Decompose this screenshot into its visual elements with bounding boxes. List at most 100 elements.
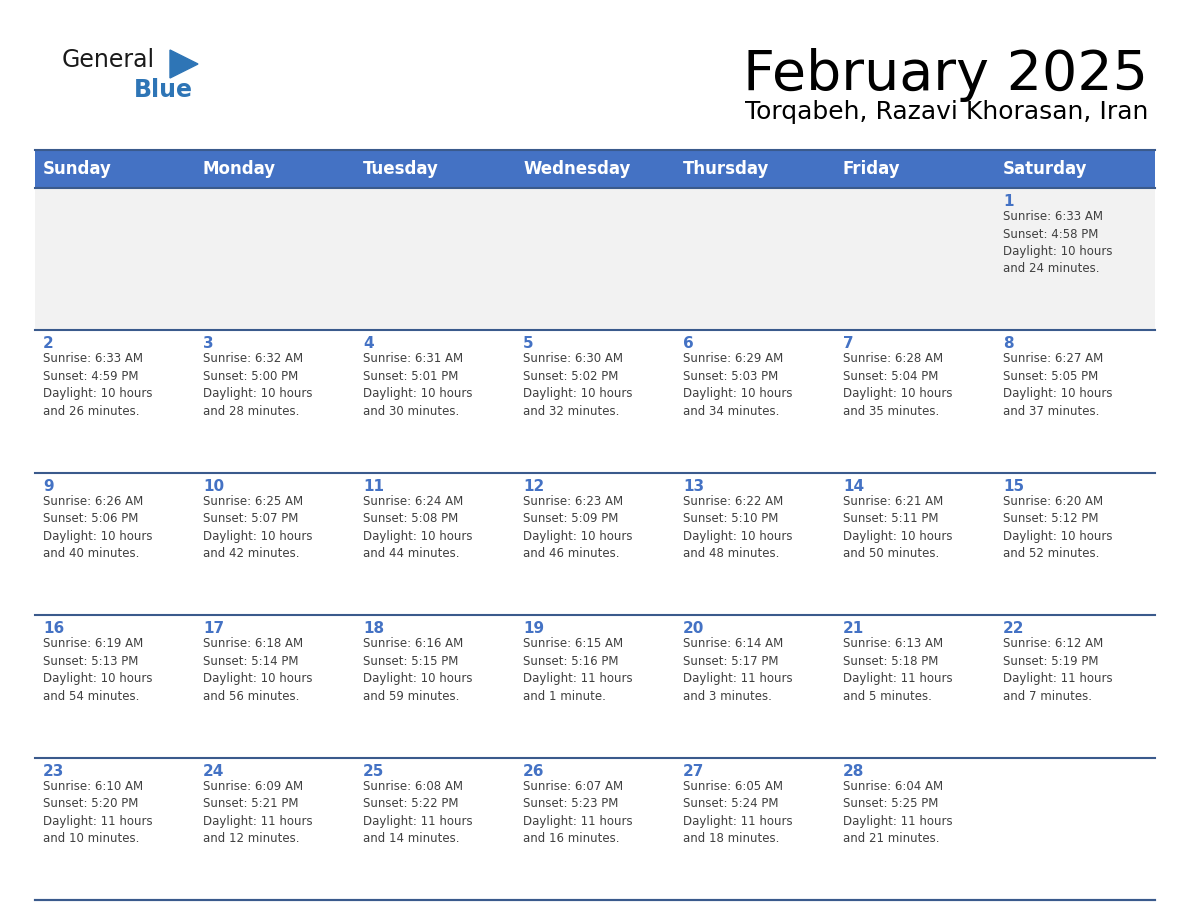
Text: 4: 4 xyxy=(364,336,373,352)
Text: 17: 17 xyxy=(203,621,225,636)
Text: 21: 21 xyxy=(843,621,864,636)
Text: Sunrise: 6:26 AM
Sunset: 5:06 PM
Daylight: 10 hours
and 40 minutes.: Sunrise: 6:26 AM Sunset: 5:06 PM Dayligh… xyxy=(43,495,152,560)
Text: Sunrise: 6:24 AM
Sunset: 5:08 PM
Daylight: 10 hours
and 44 minutes.: Sunrise: 6:24 AM Sunset: 5:08 PM Dayligh… xyxy=(364,495,473,560)
Text: 1: 1 xyxy=(1003,194,1013,209)
Text: 26: 26 xyxy=(523,764,544,778)
Text: Saturday: Saturday xyxy=(1003,160,1087,178)
Bar xyxy=(355,473,516,615)
Bar xyxy=(996,473,1155,615)
Bar xyxy=(516,757,675,900)
Bar xyxy=(195,615,355,757)
Text: Sunrise: 6:09 AM
Sunset: 5:21 PM
Daylight: 11 hours
and 12 minutes.: Sunrise: 6:09 AM Sunset: 5:21 PM Dayligh… xyxy=(203,779,312,845)
Text: 22: 22 xyxy=(1003,621,1024,636)
Bar xyxy=(675,757,835,900)
Bar xyxy=(34,150,1155,188)
Bar xyxy=(835,473,996,615)
Bar xyxy=(675,188,835,330)
Text: 8: 8 xyxy=(1003,336,1013,352)
Bar xyxy=(34,473,195,615)
Text: 9: 9 xyxy=(43,479,53,494)
Text: Sunday: Sunday xyxy=(43,160,112,178)
Text: February 2025: February 2025 xyxy=(742,48,1148,102)
Text: 12: 12 xyxy=(523,479,544,494)
Bar xyxy=(355,615,516,757)
Bar xyxy=(195,188,355,330)
Text: 11: 11 xyxy=(364,479,384,494)
Text: 3: 3 xyxy=(203,336,214,352)
Text: General: General xyxy=(62,48,156,72)
Text: Sunrise: 6:21 AM
Sunset: 5:11 PM
Daylight: 10 hours
and 50 minutes.: Sunrise: 6:21 AM Sunset: 5:11 PM Dayligh… xyxy=(843,495,953,560)
Bar xyxy=(675,330,835,473)
Text: 25: 25 xyxy=(364,764,385,778)
Text: Sunrise: 6:25 AM
Sunset: 5:07 PM
Daylight: 10 hours
and 42 minutes.: Sunrise: 6:25 AM Sunset: 5:07 PM Dayligh… xyxy=(203,495,312,560)
Text: 24: 24 xyxy=(203,764,225,778)
Text: Sunrise: 6:04 AM
Sunset: 5:25 PM
Daylight: 11 hours
and 21 minutes.: Sunrise: 6:04 AM Sunset: 5:25 PM Dayligh… xyxy=(843,779,953,845)
Bar xyxy=(195,473,355,615)
Text: Sunrise: 6:27 AM
Sunset: 5:05 PM
Daylight: 10 hours
and 37 minutes.: Sunrise: 6:27 AM Sunset: 5:05 PM Dayligh… xyxy=(1003,353,1112,418)
Text: Sunrise: 6:28 AM
Sunset: 5:04 PM
Daylight: 10 hours
and 35 minutes.: Sunrise: 6:28 AM Sunset: 5:04 PM Dayligh… xyxy=(843,353,953,418)
Text: Sunrise: 6:08 AM
Sunset: 5:22 PM
Daylight: 11 hours
and 14 minutes.: Sunrise: 6:08 AM Sunset: 5:22 PM Dayligh… xyxy=(364,779,473,845)
Bar xyxy=(675,615,835,757)
Text: Sunrise: 6:14 AM
Sunset: 5:17 PM
Daylight: 11 hours
and 3 minutes.: Sunrise: 6:14 AM Sunset: 5:17 PM Dayligh… xyxy=(683,637,792,702)
Text: Sunrise: 6:30 AM
Sunset: 5:02 PM
Daylight: 10 hours
and 32 minutes.: Sunrise: 6:30 AM Sunset: 5:02 PM Dayligh… xyxy=(523,353,632,418)
Text: 16: 16 xyxy=(43,621,64,636)
Text: Sunrise: 6:12 AM
Sunset: 5:19 PM
Daylight: 11 hours
and 7 minutes.: Sunrise: 6:12 AM Sunset: 5:19 PM Dayligh… xyxy=(1003,637,1113,702)
Bar xyxy=(996,330,1155,473)
Text: Sunrise: 6:19 AM
Sunset: 5:13 PM
Daylight: 10 hours
and 54 minutes.: Sunrise: 6:19 AM Sunset: 5:13 PM Dayligh… xyxy=(43,637,152,702)
Bar xyxy=(355,188,516,330)
Bar xyxy=(996,615,1155,757)
Text: 7: 7 xyxy=(843,336,854,352)
Text: 10: 10 xyxy=(203,479,225,494)
Text: Sunrise: 6:33 AM
Sunset: 4:59 PM
Daylight: 10 hours
and 26 minutes.: Sunrise: 6:33 AM Sunset: 4:59 PM Dayligh… xyxy=(43,353,152,418)
Bar xyxy=(516,615,675,757)
Text: Friday: Friday xyxy=(843,160,901,178)
Bar xyxy=(996,188,1155,330)
Bar xyxy=(835,615,996,757)
Bar xyxy=(34,615,195,757)
Bar xyxy=(34,330,195,473)
Bar xyxy=(195,330,355,473)
Text: 2: 2 xyxy=(43,336,53,352)
Bar xyxy=(516,188,675,330)
Text: 13: 13 xyxy=(683,479,704,494)
Bar xyxy=(355,757,516,900)
Text: 28: 28 xyxy=(843,764,865,778)
Text: 18: 18 xyxy=(364,621,384,636)
Text: Blue: Blue xyxy=(134,78,192,102)
Bar xyxy=(835,757,996,900)
Bar xyxy=(835,188,996,330)
Text: Torqabeh, Razavi Khorasan, Iran: Torqabeh, Razavi Khorasan, Iran xyxy=(745,100,1148,124)
Bar xyxy=(34,188,195,330)
Text: Wednesday: Wednesday xyxy=(523,160,631,178)
Text: Sunrise: 6:15 AM
Sunset: 5:16 PM
Daylight: 11 hours
and 1 minute.: Sunrise: 6:15 AM Sunset: 5:16 PM Dayligh… xyxy=(523,637,633,702)
Text: 14: 14 xyxy=(843,479,864,494)
Text: Sunrise: 6:10 AM
Sunset: 5:20 PM
Daylight: 11 hours
and 10 minutes.: Sunrise: 6:10 AM Sunset: 5:20 PM Dayligh… xyxy=(43,779,152,845)
Text: Sunrise: 6:22 AM
Sunset: 5:10 PM
Daylight: 10 hours
and 48 minutes.: Sunrise: 6:22 AM Sunset: 5:10 PM Dayligh… xyxy=(683,495,792,560)
Text: Sunrise: 6:32 AM
Sunset: 5:00 PM
Daylight: 10 hours
and 28 minutes.: Sunrise: 6:32 AM Sunset: 5:00 PM Dayligh… xyxy=(203,353,312,418)
Text: 19: 19 xyxy=(523,621,544,636)
Text: Sunrise: 6:29 AM
Sunset: 5:03 PM
Daylight: 10 hours
and 34 minutes.: Sunrise: 6:29 AM Sunset: 5:03 PM Dayligh… xyxy=(683,353,792,418)
Bar xyxy=(835,330,996,473)
Text: 20: 20 xyxy=(683,621,704,636)
Polygon shape xyxy=(170,50,198,78)
Text: Thursday: Thursday xyxy=(683,160,770,178)
Bar xyxy=(195,757,355,900)
Text: 5: 5 xyxy=(523,336,533,352)
Text: 23: 23 xyxy=(43,764,64,778)
Text: Sunrise: 6:13 AM
Sunset: 5:18 PM
Daylight: 11 hours
and 5 minutes.: Sunrise: 6:13 AM Sunset: 5:18 PM Dayligh… xyxy=(843,637,953,702)
Bar xyxy=(34,757,195,900)
Text: Sunrise: 6:33 AM
Sunset: 4:58 PM
Daylight: 10 hours
and 24 minutes.: Sunrise: 6:33 AM Sunset: 4:58 PM Dayligh… xyxy=(1003,210,1112,275)
Text: Tuesday: Tuesday xyxy=(364,160,438,178)
Text: Sunrise: 6:16 AM
Sunset: 5:15 PM
Daylight: 10 hours
and 59 minutes.: Sunrise: 6:16 AM Sunset: 5:15 PM Dayligh… xyxy=(364,637,473,702)
Text: Sunrise: 6:31 AM
Sunset: 5:01 PM
Daylight: 10 hours
and 30 minutes.: Sunrise: 6:31 AM Sunset: 5:01 PM Dayligh… xyxy=(364,353,473,418)
Bar xyxy=(675,473,835,615)
Text: Sunrise: 6:18 AM
Sunset: 5:14 PM
Daylight: 10 hours
and 56 minutes.: Sunrise: 6:18 AM Sunset: 5:14 PM Dayligh… xyxy=(203,637,312,702)
Text: Sunrise: 6:23 AM
Sunset: 5:09 PM
Daylight: 10 hours
and 46 minutes.: Sunrise: 6:23 AM Sunset: 5:09 PM Dayligh… xyxy=(523,495,632,560)
Bar xyxy=(996,757,1155,900)
Text: 6: 6 xyxy=(683,336,694,352)
Text: 15: 15 xyxy=(1003,479,1024,494)
Text: 27: 27 xyxy=(683,764,704,778)
Text: Sunrise: 6:07 AM
Sunset: 5:23 PM
Daylight: 11 hours
and 16 minutes.: Sunrise: 6:07 AM Sunset: 5:23 PM Dayligh… xyxy=(523,779,633,845)
Text: Sunrise: 6:05 AM
Sunset: 5:24 PM
Daylight: 11 hours
and 18 minutes.: Sunrise: 6:05 AM Sunset: 5:24 PM Dayligh… xyxy=(683,779,792,845)
Text: Monday: Monday xyxy=(203,160,276,178)
